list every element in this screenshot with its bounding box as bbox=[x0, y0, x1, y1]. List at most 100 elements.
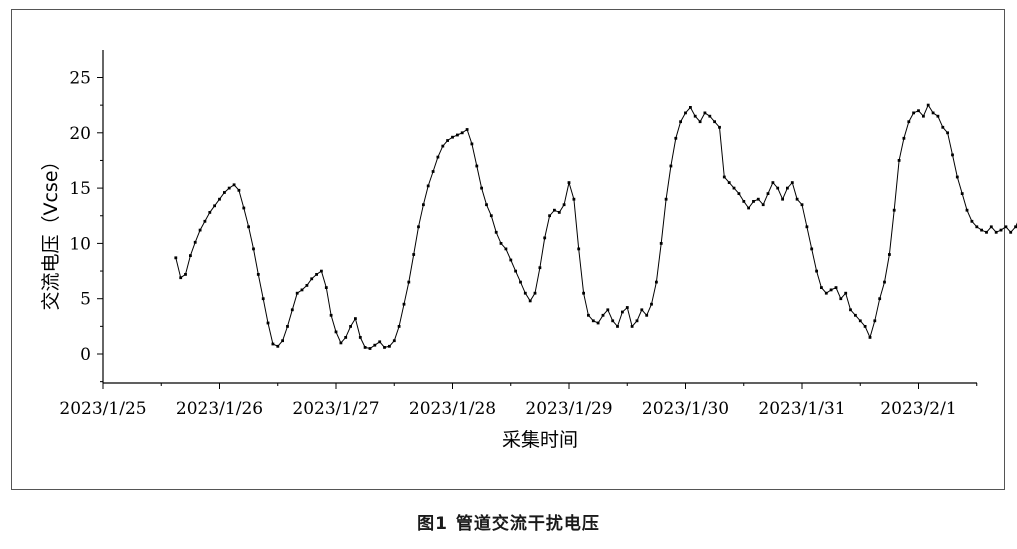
tick-labels: 2023/1/25 2023/1/26 2023/1/27 2023/1/28 2023… bbox=[59, 69, 956, 420]
data-point bbox=[756, 197, 760, 201]
x-tick-label: 2023/1/29 bbox=[525, 399, 612, 419]
data-point bbox=[358, 336, 362, 339]
data-point bbox=[926, 103, 930, 107]
data-point bbox=[689, 106, 692, 109]
data-point bbox=[659, 242, 663, 245]
data-point bbox=[994, 230, 998, 234]
data-point bbox=[625, 306, 629, 309]
x-tick-label: 2023/2/1 bbox=[880, 399, 956, 419]
data-point bbox=[708, 114, 712, 118]
data-point bbox=[193, 240, 197, 244]
x-tick-label: 2023/1/27 bbox=[292, 399, 379, 419]
data-point bbox=[256, 273, 260, 276]
data-point bbox=[664, 197, 668, 201]
data-point bbox=[839, 297, 843, 301]
data-point bbox=[198, 228, 202, 232]
data-point bbox=[960, 192, 964, 195]
data-point bbox=[567, 181, 571, 184]
data-point bbox=[553, 208, 556, 212]
series-markers bbox=[174, 103, 1017, 350]
data-point bbox=[989, 225, 993, 229]
data-point bbox=[320, 269, 323, 273]
data-point bbox=[179, 276, 183, 280]
data-point bbox=[771, 181, 775, 184]
y-tick-label: 15 bbox=[69, 179, 91, 199]
data-point bbox=[786, 186, 789, 190]
data-point bbox=[703, 111, 707, 115]
data-point bbox=[213, 204, 216, 208]
axes bbox=[97, 50, 978, 389]
data-point bbox=[761, 203, 765, 207]
data-point bbox=[407, 280, 411, 284]
x-tick-label: 2023/1/26 bbox=[176, 399, 263, 419]
data-point bbox=[208, 211, 212, 214]
data-point bbox=[456, 133, 459, 137]
data-point bbox=[509, 258, 513, 262]
data-point bbox=[805, 225, 809, 229]
x-tick-label: 2023/1/28 bbox=[409, 399, 496, 419]
data-point bbox=[426, 184, 430, 188]
data-point bbox=[936, 114, 940, 118]
data-point bbox=[892, 208, 896, 212]
data-point bbox=[883, 280, 886, 284]
data-point bbox=[223, 191, 226, 194]
data-point bbox=[548, 214, 551, 218]
data-point bbox=[810, 247, 814, 251]
data-point bbox=[897, 159, 901, 162]
data-point bbox=[295, 291, 299, 295]
data-point bbox=[902, 136, 906, 140]
data-point bbox=[412, 253, 416, 256]
data-point bbox=[824, 291, 828, 295]
data-point bbox=[533, 291, 537, 295]
data-point bbox=[470, 142, 474, 146]
data-point bbox=[630, 325, 634, 328]
data-point bbox=[218, 197, 221, 201]
data-point bbox=[650, 302, 653, 306]
data-point bbox=[344, 336, 348, 339]
data-point bbox=[713, 120, 716, 124]
data-point bbox=[422, 203, 425, 207]
y-tick-label: 5 bbox=[80, 290, 91, 310]
data-point bbox=[349, 325, 352, 328]
data-point bbox=[392, 339, 396, 343]
data-point bbox=[922, 114, 925, 118]
figure-title: 管道交流干扰电压 bbox=[455, 514, 600, 534]
data-point bbox=[800, 203, 804, 207]
data-point bbox=[329, 313, 333, 317]
data-point bbox=[276, 344, 280, 348]
data-point bbox=[606, 308, 610, 312]
data-point bbox=[674, 136, 678, 140]
data-point bbox=[980, 228, 983, 232]
data-point bbox=[577, 247, 581, 251]
data-point bbox=[931, 111, 935, 115]
data-point bbox=[820, 286, 823, 289]
data-point bbox=[854, 313, 857, 317]
series-line bbox=[175, 104, 1017, 350]
data-point bbox=[324, 286, 328, 289]
data-point bbox=[232, 183, 236, 187]
y-tick-label: 10 bbox=[69, 234, 91, 254]
data-point bbox=[281, 339, 284, 343]
data-point bbox=[523, 291, 527, 295]
data-point bbox=[465, 128, 469, 131]
data-point bbox=[888, 253, 891, 256]
data-point bbox=[431, 170, 435, 173]
data-point bbox=[640, 308, 644, 312]
data-point bbox=[572, 197, 576, 201]
data-point bbox=[290, 308, 294, 312]
data-point bbox=[237, 188, 241, 192]
data-point bbox=[446, 139, 449, 142]
data-point bbox=[669, 164, 673, 168]
data-point bbox=[388, 344, 391, 348]
data-point bbox=[587, 313, 590, 317]
data-point bbox=[451, 135, 454, 139]
data-point bbox=[286, 325, 289, 328]
data-point bbox=[174, 256, 178, 260]
data-point bbox=[543, 236, 547, 240]
data-point bbox=[601, 313, 605, 317]
data-point bbox=[781, 197, 784, 201]
y-axis-label: 交流电压（Vcse） bbox=[40, 151, 62, 310]
data-point bbox=[596, 321, 600, 325]
data-point bbox=[868, 336, 872, 339]
